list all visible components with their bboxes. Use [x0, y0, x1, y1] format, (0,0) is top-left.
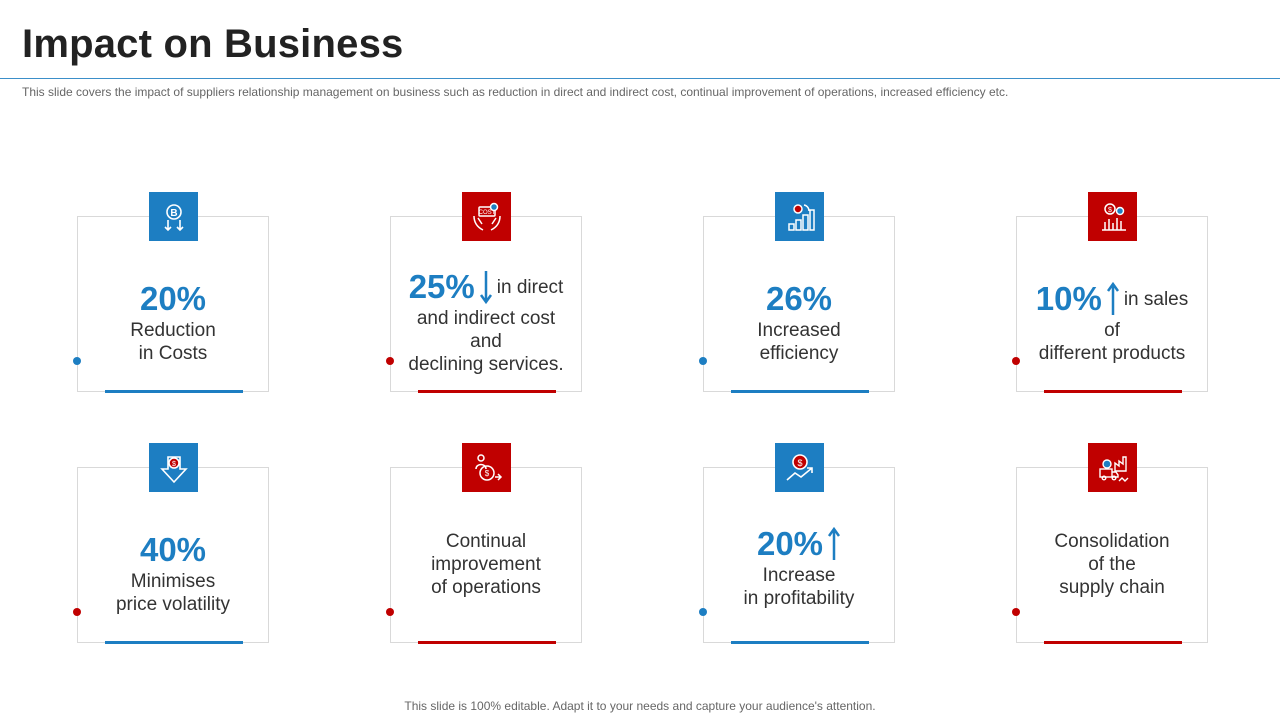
card-profitability: $ 20% Increase in profitability	[699, 443, 895, 644]
card-price-volatility: $ 40% Minimises price volatility	[73, 443, 269, 644]
accent-dot	[73, 357, 81, 365]
dollar-sales-chart-icon: $	[1088, 192, 1137, 241]
arrow-down-icon	[479, 269, 493, 305]
title-divider	[0, 78, 1280, 79]
accent-dot	[386, 357, 394, 365]
card-percentage: 40%	[139, 531, 207, 568]
card-text-line: Increase	[762, 565, 836, 586]
card-supply-chain: Consolidation of the supply chain	[1012, 443, 1208, 644]
card-percentage: 25%	[408, 268, 475, 305]
svg-text:$: $	[172, 461, 176, 468]
card-text-line: Continual	[445, 531, 527, 552]
card-text-line: Consolidation	[1054, 531, 1170, 552]
slide-description: This slide covers the impact of supplier…	[22, 85, 1009, 99]
card-inline-text: in sales	[1123, 288, 1189, 310]
bar-chart-growth-icon	[775, 192, 824, 241]
page-title: Impact on Business	[22, 22, 404, 66]
card-continual-improvement: $ Continual improvement of operations	[386, 443, 582, 644]
card-text-line: Reduction	[130, 320, 216, 341]
card-text-line: declining services.	[408, 354, 564, 375]
accent-bar	[105, 390, 243, 393]
card-percentage: 10%	[1035, 280, 1102, 317]
accent-dot	[386, 608, 394, 616]
card-percentage: 20%	[139, 280, 207, 317]
card-text-line: Minimises	[130, 571, 216, 592]
card-text-line: in Costs	[138, 343, 208, 364]
svg-text:$: $	[797, 458, 802, 468]
accent-dot	[73, 608, 81, 616]
hands-cost-icon: COST	[462, 192, 511, 241]
card-text-line: of	[1104, 320, 1120, 341]
card-text-line: different products	[1038, 343, 1186, 364]
card-text-line: Increased	[757, 320, 841, 341]
person-dollar-icon: $	[462, 443, 511, 492]
svg-text:COST: COST	[478, 210, 495, 216]
accent-dot	[699, 357, 707, 365]
card-percentage: 20%	[756, 525, 824, 562]
accent-dot	[1012, 608, 1020, 616]
card-sales-growth: $ 10% in sales of different products	[1012, 192, 1208, 393]
bitcoin-down-icon: B	[149, 192, 198, 241]
accent-bar	[418, 641, 556, 644]
svg-text:B: B	[170, 208, 177, 219]
card-text-line: improvement	[431, 554, 541, 575]
card-increased-efficiency: 26% Increased efficiency	[699, 192, 895, 393]
arrow-up-icon	[1106, 281, 1120, 317]
truck-factory-icon	[1088, 443, 1137, 492]
dollar-down-arrow-icon: $	[149, 443, 198, 492]
card-reduction-in-costs: B 20% Reduction in Costs	[73, 192, 269, 393]
accent-bar	[1044, 641, 1182, 644]
accent-bar	[1044, 390, 1182, 393]
accent-bar	[418, 390, 556, 393]
accent-bar	[731, 641, 869, 644]
card-percentage: 26%	[765, 280, 833, 317]
svg-text:$: $	[484, 469, 489, 478]
svg-text:$: $	[1108, 207, 1112, 214]
card-text-line: and indirect cost	[416, 308, 556, 329]
card-text-line: of the	[1088, 554, 1136, 575]
accent-dot	[1012, 357, 1020, 365]
card-text-line: in profitability	[743, 588, 855, 609]
card-inline-text: in direct	[496, 276, 564, 298]
card-text-line: efficiency	[759, 343, 839, 364]
card-text-line: of operations	[431, 577, 541, 598]
card-text-line: price volatility	[115, 594, 231, 615]
card-direct-indirect-cost: COST 25% in direct and indirect cost and…	[386, 192, 582, 393]
arrow-up-icon	[827, 526, 841, 562]
accent-dot	[699, 608, 707, 616]
card-text-line: supply chain	[1059, 577, 1165, 598]
footer-note: This slide is 100% editable. Adapt it to…	[404, 699, 876, 713]
accent-bar	[105, 641, 243, 644]
dollar-trend-up-icon: $	[775, 443, 824, 492]
card-text-line: and	[470, 331, 502, 352]
accent-bar	[731, 390, 869, 393]
